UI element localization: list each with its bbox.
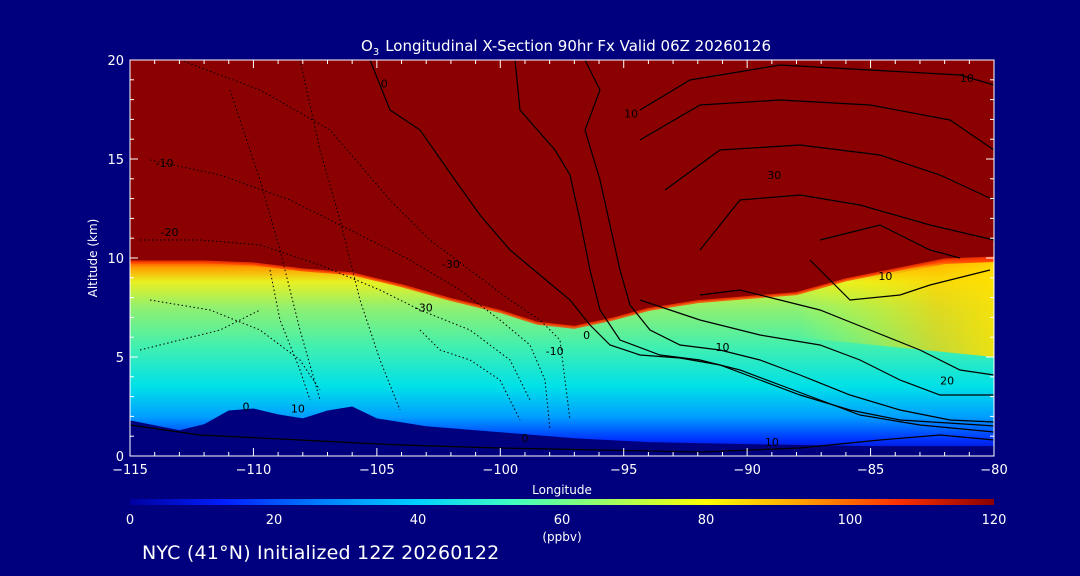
- tropopause-boundary: [130, 256, 994, 329]
- x-tick-label-2: −105: [359, 463, 395, 478]
- colorbar-tick-label-3: 60: [554, 513, 571, 528]
- contour-label-12: 10: [960, 72, 974, 85]
- contour-label-7: 0: [583, 329, 590, 342]
- y-tick-label-4: 20: [107, 54, 124, 69]
- contour-label-10: 10: [715, 341, 729, 354]
- y-axis-label: Altitude (km): [86, 219, 100, 298]
- footer-initialized-text: NYC (41°N) Initialized 12Z 20260122: [142, 542, 500, 564]
- colorbar-tick-label-1: 20: [266, 513, 283, 528]
- title-species-subscript: 3: [373, 47, 379, 58]
- chart-title: O3 Longitudinal X-Section 90hr Fx Valid 0…: [361, 37, 771, 58]
- contour-labels: -10 -20 -30 -30 0 10 -10 0 0 10 10 10 10 30 10 20 0: [156, 72, 974, 449]
- solid-contours: [130, 60, 994, 453]
- dashed-contours: [139, 60, 571, 431]
- y-tick-label-3: 15: [107, 153, 124, 168]
- contour-label-2: -30: [442, 258, 460, 271]
- contour-label-9: 10: [624, 107, 638, 120]
- contour-label-3: -30: [415, 301, 433, 314]
- x-tick-label-6: −85: [857, 463, 884, 478]
- colorbar-tick-label-0: 0: [126, 513, 134, 528]
- y-tick-label-0: 0: [116, 450, 124, 465]
- x-tick-label-1: −110: [236, 463, 272, 478]
- contour-label-13: 30: [767, 169, 781, 182]
- contour-label-0: -10: [156, 157, 174, 170]
- terrain: [130, 406, 994, 456]
- colorbar-tick-label-6: 120: [982, 513, 1007, 528]
- x-axis: −115 −110 −105 −100 −95 −90 −85 −80: [112, 60, 1008, 478]
- x-tick-label-3: −100: [482, 463, 518, 478]
- colorbar-unit: (ppbv): [542, 530, 581, 544]
- contour-label-15: 20: [940, 375, 954, 388]
- contour-label-8: 0: [521, 432, 528, 445]
- colorbar: [130, 499, 994, 505]
- east-high-ozone-fill: [796, 262, 994, 357]
- title-text: Longitudinal X-Section 90hr Fx Valid 06Z…: [385, 37, 771, 55]
- plot-area: -10 -20 -30 -30 0 10 -10 0 0 10 10 10 10 30 10 20 0: [130, 60, 994, 456]
- contour-label-16: 0: [381, 78, 388, 91]
- y-tick-label-2: 10: [107, 252, 124, 267]
- contour-label-14: 10: [878, 270, 892, 283]
- colorbar-tick-label-4: 80: [698, 513, 715, 528]
- contour-label-5: 10: [291, 402, 305, 415]
- contour-label-4: 0: [243, 400, 250, 413]
- title-species: O: [361, 37, 373, 55]
- x-tick-label-0: −115: [112, 463, 148, 478]
- colorbar-tick-label-5: 100: [838, 513, 863, 528]
- y-axis: 0 5 10 15 20: [107, 54, 994, 465]
- contour-label-1: -20: [161, 226, 179, 239]
- contour-label-11: 10: [765, 436, 779, 449]
- x-tick-label-7: −80: [980, 463, 1007, 478]
- contour-label-6: -10: [546, 345, 564, 358]
- y-tick-label-1: 5: [116, 351, 124, 366]
- x-tick-label-4: −95: [610, 463, 637, 478]
- colorbar-tick-label-2: 40: [410, 513, 427, 528]
- x-axis-label: Longitude: [532, 483, 592, 497]
- x-tick-label-5: −90: [733, 463, 760, 478]
- colorbar-ticks: 0 20 40 60 80 100 120: [126, 513, 1007, 528]
